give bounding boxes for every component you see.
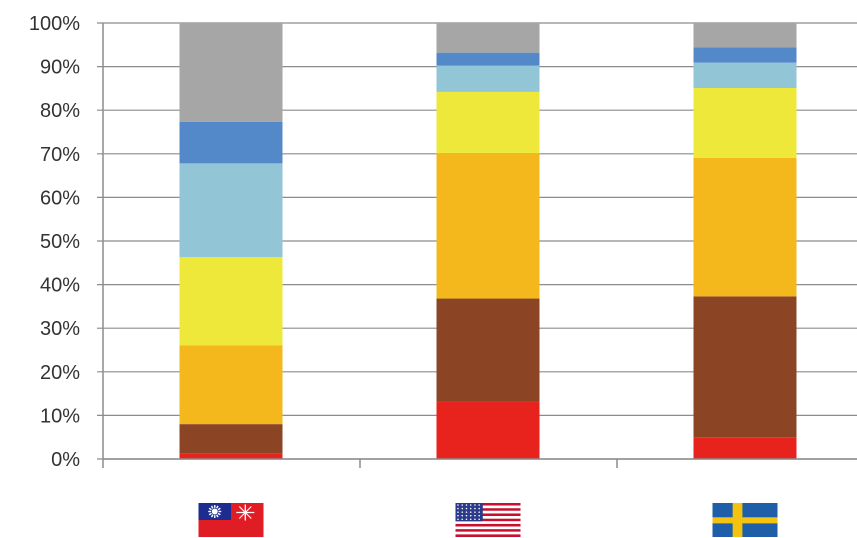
- bar-segment: [436, 52, 540, 66]
- bar-segment: [436, 152, 540, 299]
- y-tick-label: 20%: [40, 362, 80, 384]
- bar-segment: [693, 23, 797, 48]
- bar-segment: [179, 453, 283, 459]
- axes: [102, 23, 857, 468]
- bar-segment: [179, 345, 283, 425]
- bars: [179, 23, 797, 459]
- y-tick-label: 90%: [40, 57, 80, 79]
- bar-segment: [179, 23, 283, 122]
- y-tick-label: 0%: [51, 449, 80, 471]
- bar-segment: [693, 62, 797, 88]
- y-tick-label: 60%: [40, 187, 80, 209]
- sweden-flag-icon: [712, 503, 778, 537]
- bar-segment: [179, 424, 283, 454]
- bar-segment: [693, 437, 797, 459]
- bar-segment: [693, 47, 797, 63]
- category-flags: [198, 503, 778, 537]
- bar-segment: [179, 257, 283, 346]
- y-tick-label: 70%: [40, 144, 80, 166]
- bar-segment: [436, 401, 540, 459]
- y-tick-label: 100%: [29, 13, 80, 35]
- bar-segment: [693, 157, 797, 297]
- bar-segment: [693, 87, 797, 158]
- y-tick-labels: 0% 10% 20% 30% 40% 50% 60% 70% 80% 90% 100%: [29, 13, 80, 471]
- taiwan-flag-icon: [198, 503, 264, 537]
- y-tick-label: 30%: [40, 318, 80, 340]
- y-tick-label: 50%: [40, 231, 80, 253]
- bar-segment: [179, 163, 283, 258]
- y-tick-label: 80%: [40, 100, 80, 122]
- bar-segment: [436, 65, 540, 92]
- bar-segment: [179, 121, 283, 164]
- bar-segment: [436, 298, 540, 402]
- y-tick-label: 10%: [40, 405, 80, 427]
- y-tick-label: 40%: [40, 275, 80, 297]
- bar-segment: [693, 296, 797, 438]
- bar-segment: [436, 23, 540, 53]
- bar-segment: [436, 91, 540, 153]
- usa-flag-icon: [455, 503, 521, 537]
